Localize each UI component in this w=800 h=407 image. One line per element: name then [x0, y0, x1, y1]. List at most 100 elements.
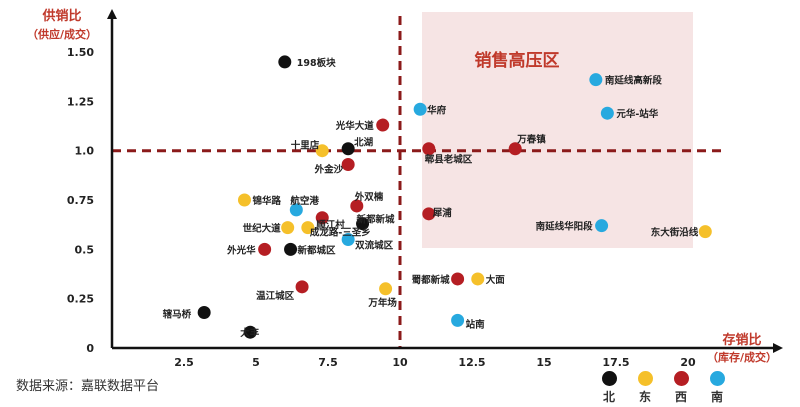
data-point [284, 242, 298, 256]
high-pressure-zone [422, 12, 693, 248]
data-point [341, 158, 355, 172]
data-point [295, 280, 309, 294]
legend-item-north: 北 [594, 371, 624, 405]
legend-item-south: 南 [702, 371, 732, 405]
data-point [595, 219, 609, 233]
y-tick-label: 1.50 [67, 46, 94, 59]
data-label: 顺江村 [316, 219, 345, 231]
x-tick-label: 7.5 [318, 356, 338, 369]
legend-label-north: 北 [602, 390, 615, 404]
data-point [471, 272, 485, 286]
data-point [379, 282, 393, 296]
legend-swatch-west [673, 371, 689, 386]
y-tick-label: 1.0 [75, 145, 95, 158]
x-tick-label: 10 [392, 356, 408, 369]
data-point [281, 221, 295, 235]
data-point [451, 272, 465, 286]
data-point [422, 142, 436, 156]
zone-label: 销售高压区 [475, 50, 560, 71]
data-point [278, 55, 292, 69]
data-point [301, 221, 315, 235]
data-point [315, 144, 329, 158]
data-label: 光华大道 [335, 120, 375, 132]
data-label: 锦华路 [252, 195, 281, 207]
data-point [350, 199, 364, 213]
data-label: 外双楠 [354, 191, 384, 203]
y-tick-label: 0.75 [67, 194, 94, 207]
data-label: 万年场 [367, 297, 397, 309]
reference-lines-layer [112, 16, 722, 348]
x-tick-label: 17.5 [602, 356, 629, 369]
data-label: 外金沙 [314, 164, 344, 176]
data-point [451, 313, 465, 327]
legend-label-west: 西 [674, 390, 687, 404]
data-point [413, 102, 427, 116]
data-label: 新都新城 [357, 214, 396, 226]
data-label: 双流城区 [354, 239, 394, 251]
data-label: 站南 [466, 318, 486, 330]
y-tick-label: 0.5 [75, 243, 95, 256]
data-label: 航空港 [290, 195, 319, 207]
axes-layer: 供销比 （供应/成交） 存销比 （库存/成交） [27, 8, 783, 364]
data-label: 元华-站华 [616, 108, 658, 120]
tick-labels-layer: 0 0.25 0.5 0.75 1.0 1.25 1.50 2.5 5 7.5 10 12.5 15 17… [67, 46, 696, 369]
data-point [289, 203, 303, 217]
data-label: 温江城区 [256, 290, 295, 302]
x-axis-subtitle: （库存/成交） [707, 350, 777, 364]
y-tick-label: 0.25 [67, 293, 94, 306]
data-point [258, 242, 272, 256]
x-tick-label: 12.5 [458, 356, 485, 369]
data-label: 南延线高新段 [605, 75, 663, 87]
x-axis-title: 存销比 [722, 332, 761, 348]
data-point [422, 207, 436, 221]
data-source-note: 数据来源：嘉联数据平台 [16, 379, 160, 394]
x-tick-label: 5 [252, 356, 260, 369]
points-layer [197, 55, 712, 339]
legend-swatch-south [709, 371, 725, 386]
data-label: 南延线华阳段 [536, 221, 594, 233]
data-label: 大面 [486, 274, 506, 286]
data-point [315, 211, 329, 225]
y-tick-label: 0 [86, 342, 94, 355]
data-label: 辖马桥 [163, 308, 192, 320]
y-tick-label: 1.25 [67, 95, 94, 108]
legend-item-east: 东 [630, 371, 660, 405]
legend-swatch-north [601, 371, 617, 386]
legend: 北 东 西 南 [592, 371, 792, 407]
x-tick-label: 20 [680, 356, 696, 369]
data-point [243, 325, 257, 339]
legend-swatch-east [637, 371, 653, 386]
data-point [698, 225, 712, 239]
data-point [341, 142, 355, 156]
data-label: 198板块 [297, 57, 336, 69]
x-tick-label: 2.5 [174, 356, 194, 369]
data-label: 外光华 [226, 244, 256, 256]
high-pressure-zone-layer: 销售高压区 [422, 12, 693, 248]
data-label: 万春镇 [516, 134, 546, 146]
data-label: 东大街沿线 [651, 227, 699, 239]
legend-item-west: 西 [666, 371, 696, 405]
data-point [589, 73, 603, 87]
data-point [508, 142, 522, 156]
data-label: 世纪大道 [243, 223, 282, 235]
data-point [197, 305, 211, 319]
data-label: 犀浦 [432, 207, 453, 219]
data-label: 华府 [427, 104, 447, 116]
x-tick-label: 15 [536, 356, 551, 369]
y-axis-title: 供销比 [41, 8, 81, 24]
data-label: 成龙路-三圣乡 [310, 227, 371, 239]
data-point [356, 217, 370, 231]
y-axis-subtitle: （供应/成交） [27, 27, 97, 41]
data-label: 郫县老城区 [425, 154, 473, 166]
data-label: 蜀都新城 [412, 274, 451, 286]
data-point [237, 193, 251, 207]
data-point [341, 232, 355, 246]
legend-label-south: 南 [710, 390, 723, 404]
data-point [376, 118, 390, 132]
data-label: 十里店 [291, 140, 320, 152]
data-label: 大丰 [240, 327, 260, 339]
data-label: 北湖 [354, 137, 374, 149]
legend-label-east: 东 [638, 390, 651, 404]
